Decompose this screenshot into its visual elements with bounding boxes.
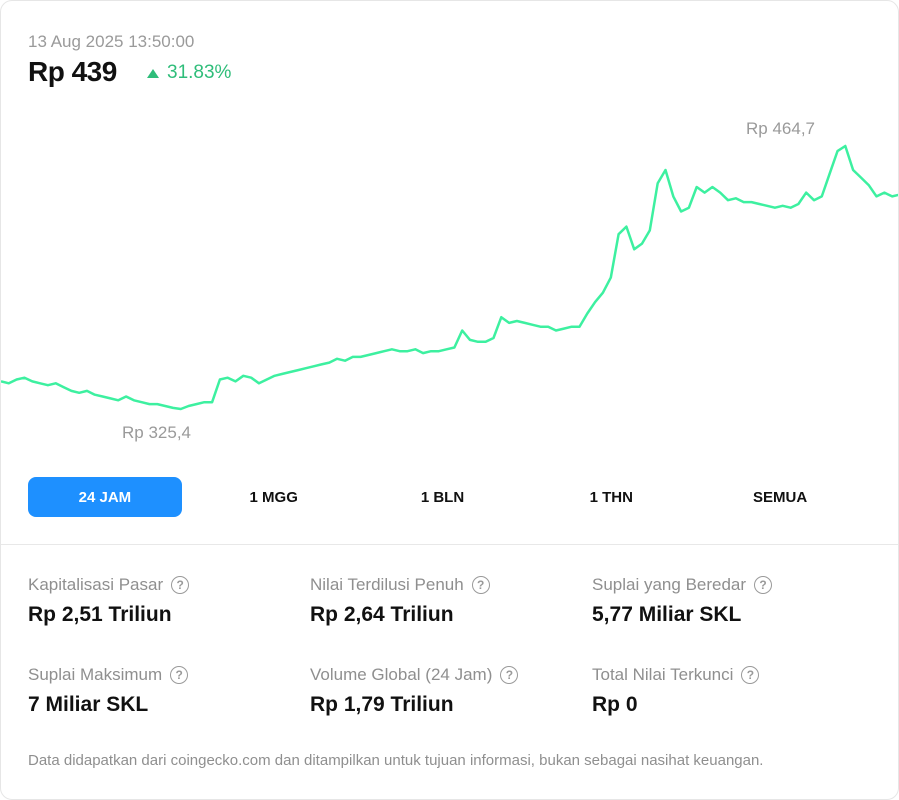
timestamp: 13 Aug 2025 13:50:00 — [28, 32, 195, 51]
question-circle-icon[interactable]: ? — [171, 576, 190, 594]
stat-value: Rp 2,51 Triliun — [28, 603, 172, 626]
question-circle-icon[interactable]: ? — [471, 576, 490, 594]
stat-label: Suplai yang Beredar — [592, 575, 747, 594]
chart-high-label: Rp 464,7 — [746, 119, 815, 138]
price-change: 31.83% — [147, 62, 231, 84]
stat-label: Kapitalisasi Pasar — [28, 575, 164, 594]
price-chart[interactable] — [1, 101, 899, 461]
tab-semua[interactable]: SEMUA — [753, 488, 808, 506]
disclaimer-text: Data didapatkan dari coingecko.com dan d… — [28, 752, 764, 769]
stat-label: Suplai Maksimum — [28, 665, 163, 684]
price-line — [1, 144, 898, 411]
time-range-tabs: 24 JAM 1 MGG 1 BLN 1 THN SEMUA — [28, 477, 872, 517]
stat-value: 5,77 Miliar SKL — [592, 603, 742, 626]
tab-24-jam[interactable]: 24 JAM — [28, 477, 182, 517]
stat-value: Rp 1,79 Triliun — [310, 693, 454, 716]
question-circle-icon[interactable]: ? — [500, 666, 519, 684]
divider — [1, 544, 898, 545]
stat-max-supply: Suplai Maksimum? 7 Miliar SKL — [28, 665, 189, 717]
question-circle-icon[interactable]: ? — [741, 666, 760, 684]
stat-label: Volume Global (24 Jam) — [310, 665, 493, 684]
stat-value: Rp 2,64 Triliun — [310, 603, 454, 626]
stat-value: Rp 0 — [592, 693, 638, 716]
tab-1-bln[interactable]: 1 BLN — [420, 488, 465, 506]
stat-fully-diluted: Nilai Terdilusi Penuh? Rp 2,64 Triliun — [310, 575, 490, 627]
tab-1-mgg[interactable]: 1 MGG — [249, 488, 298, 506]
stat-value: 7 Miliar SKL — [28, 693, 149, 716]
stat-market-cap: Kapitalisasi Pasar? Rp 2,51 Triliun — [28, 575, 190, 627]
stat-circulating-supply: Suplai yang Beredar? 5,77 Miliar SKL — [592, 575, 773, 627]
question-circle-icon[interactable]: ? — [754, 576, 773, 594]
stat-label: Nilai Terdilusi Penuh — [310, 575, 464, 594]
stat-total-value-locked: Total Nilai Terkunci? Rp 0 — [592, 665, 760, 717]
price-change-percent: 31.83% — [167, 62, 232, 83]
chart-low-label: Rp 325,4 — [122, 423, 191, 442]
tab-1-thn[interactable]: 1 THN — [589, 488, 633, 506]
stat-label: Total Nilai Terkunci — [592, 665, 734, 684]
current-price: Rp 439 — [28, 56, 117, 87]
question-circle-icon[interactable]: ? — [170, 666, 189, 684]
stat-global-volume: Volume Global (24 Jam)? Rp 1,79 Triliun — [310, 665, 519, 717]
triangle-up-icon — [147, 68, 159, 78]
